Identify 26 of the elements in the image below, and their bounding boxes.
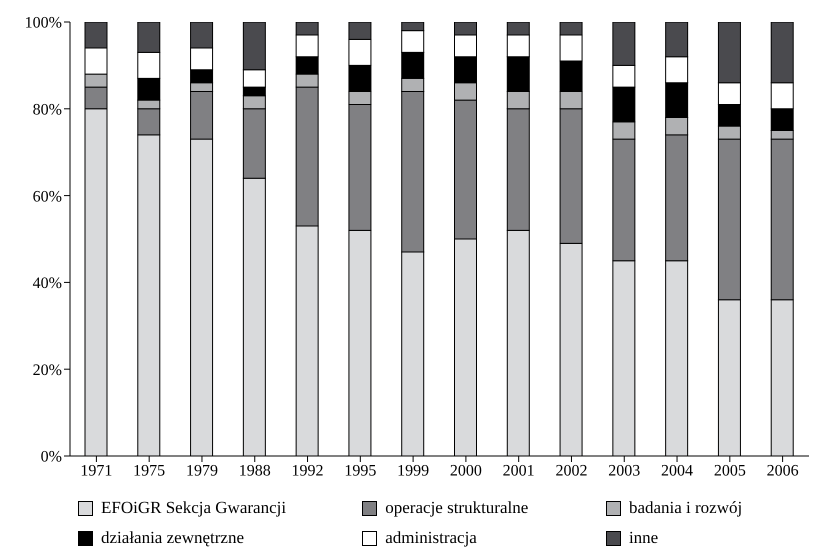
legend-label: EFOiGR Sekcja Gwarancji <box>101 498 286 518</box>
x-tick-label: 1995 <box>344 462 376 480</box>
x-tick-label: 1979 <box>186 462 218 480</box>
legend-label: operacje strukturalne <box>385 498 528 518</box>
x-tick-label: 1992 <box>292 462 324 480</box>
x-tick-label: 2002 <box>555 462 588 480</box>
y-tick-label: 20% <box>32 362 62 379</box>
y-tick-label: 60% <box>32 188 62 206</box>
legend-label: działania zewnętrzne <box>101 528 244 548</box>
x-tick-label: 1988 <box>238 462 271 480</box>
x-tick-label: 2003 <box>608 462 640 480</box>
y-tick-label: 40% <box>32 275 62 292</box>
x-tick-label: 2004 <box>661 462 694 480</box>
x-tick-label: 1975 <box>133 462 166 480</box>
x-tick-label: 1999 <box>397 462 430 480</box>
legend-label: inne <box>628 528 658 548</box>
x-tick-label: 2005 <box>714 462 746 480</box>
legend-label: administracja <box>385 528 477 548</box>
y-tick-label: 80% <box>32 101 62 118</box>
x-tick-label: 2006 <box>766 462 799 480</box>
x-tick-label: 1971 <box>80 462 112 480</box>
x-tick-label: 2001 <box>502 462 535 480</box>
legend-label: badania i rozwój <box>628 498 742 518</box>
y-tick-label: 100% <box>24 14 62 32</box>
x-tick-label: 2000 <box>450 462 482 480</box>
y-tick-label: 0% <box>40 448 62 466</box>
